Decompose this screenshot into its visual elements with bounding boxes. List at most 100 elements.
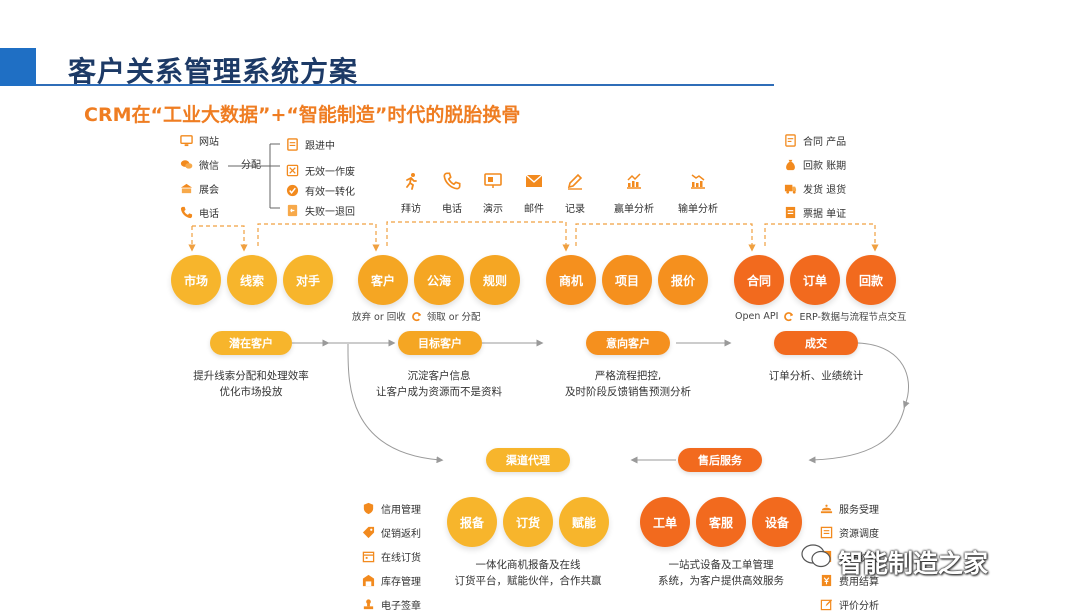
circle-payment: 回款 — [846, 255, 896, 305]
wechat-logo-icon — [800, 540, 832, 572]
pen-icon — [567, 173, 583, 190]
channel-list: 网站 微信 展会 电话 — [180, 128, 219, 224]
lead-state-list: 跟进中 无效一作废 有效一转化 失败一退回 — [286, 128, 355, 220]
chart-up-icon — [627, 173, 641, 189]
feature-e-signature: 电子签章 — [362, 592, 421, 616]
stage-target-customer: 目标客户 — [398, 331, 482, 355]
presentation-icon — [484, 173, 502, 188]
sales-tools: 拜访 电话 演示 邮件 记录 — [391, 172, 595, 215]
watermark-text: 智能制造之家 — [838, 549, 989, 578]
circle-competitor: 对手 — [283, 255, 333, 305]
stage-potential-desc: 提升线索分配和处理效率 优化市场投放 — [193, 370, 309, 398]
feature-settlement: 费用结算 — [820, 568, 879, 592]
circle-market: 市场 — [171, 255, 221, 305]
channel-website: 网站 — [180, 128, 219, 152]
stage-after-sales: 售后服务 — [678, 448, 762, 472]
document-icon — [785, 133, 796, 147]
circle-order: 订单 — [790, 255, 840, 305]
money-bag-icon — [786, 159, 795, 170]
circle-opportunity: 商机 — [546, 255, 596, 305]
circle-project: 项目 — [602, 255, 652, 305]
phone-icon — [180, 206, 193, 218]
invoice-icon — [785, 206, 796, 218]
circle-customer: 客户 — [358, 255, 408, 305]
channel-features: 信用管理 促销返利 在线订货 库存管理 电子签章 — [362, 496, 421, 616]
loss-analysis: 输单分析 — [676, 172, 720, 215]
bill-icon — [821, 574, 832, 586]
stage-deal-desc: 订单分析、业绩统计 — [768, 370, 864, 382]
tool-record: 记录 — [555, 172, 595, 215]
check-circle-icon — [286, 184, 299, 196]
circle-rules: 规则 — [470, 255, 520, 305]
lead-invalid: 无效一作废 — [286, 160, 355, 180]
tool-email: 邮件 — [514, 172, 554, 215]
list-icon — [820, 526, 833, 538]
refresh-icon — [784, 311, 794, 321]
circle-quote: 报价 — [658, 255, 708, 305]
order-shipping: 发货 退货 — [784, 176, 846, 200]
warehouse-icon — [362, 574, 375, 586]
return-icon — [287, 204, 298, 216]
deal-note: Open API ERP-数据与流程节点交互 — [735, 310, 907, 324]
title-underline — [36, 84, 774, 86]
stage-channel-agent: 渠道代理 — [486, 448, 570, 472]
channel-desc: 一体化商机报备及在线 订货平台，赋能伙伴，合作共赢 — [454, 559, 602, 587]
service-desk-icon — [820, 504, 833, 513]
tool-phone: 电话 — [432, 172, 472, 215]
circle-ordering: 订货 — [503, 497, 553, 547]
lead-following: 跟进中 — [286, 128, 355, 160]
circle-equipment: 设备 — [752, 497, 802, 547]
shield-icon — [363, 502, 374, 514]
circle-report: 报备 — [447, 497, 497, 547]
circle-enable: 赋能 — [559, 497, 609, 547]
order-invoice: 票据 单证 — [784, 200, 846, 224]
tool-visit: 拜访 — [391, 172, 431, 215]
service-desc: 一站式设备及工单管理 系统，为客户提供高效服务 — [658, 559, 784, 587]
invalid-icon — [286, 164, 299, 176]
circle-customer-service: 客服 — [696, 497, 746, 547]
feature-promotion: 促销返利 — [362, 520, 421, 544]
page-subtitle: CRM在“工业大数据”+“智能制造”时代的脱胎换骨 — [84, 104, 521, 126]
circle-work-order: 工单 — [640, 497, 690, 547]
stamp-icon — [363, 598, 374, 609]
exhibition-icon — [180, 183, 193, 193]
channel-phone: 电话 — [180, 200, 219, 224]
stage-deal: 成交 — [774, 331, 858, 355]
envelope-icon — [525, 174, 543, 187]
phone-icon — [443, 172, 461, 190]
order-contract: 合同 产品 — [784, 128, 846, 152]
win-analysis: 赢单分析 — [612, 172, 656, 215]
chart-down-icon — [691, 174, 705, 189]
clipboard-icon — [287, 137, 298, 151]
stage-intent-customer: 意向客户 — [586, 331, 670, 355]
refresh-icon — [411, 311, 421, 321]
stage-intent-desc: 严格流程把控, 及时阶段反馈销售预测分析 — [565, 370, 691, 398]
stage-target-desc: 沉淀客户信息 让客户成为资源而不是资料 — [376, 370, 502, 398]
lead-failed: 失败一退回 — [286, 200, 355, 220]
stage-potential-customer: 潜在客户 — [210, 331, 292, 355]
customer-note: 放弃 or 回收 领取 or 分配 — [352, 311, 481, 323]
page-title: 客户关系管理系统方案 — [68, 55, 359, 88]
deal-analysis: 赢单分析 输单分析 — [612, 172, 720, 215]
truck-icon — [784, 184, 797, 194]
calendar-icon — [362, 551, 375, 562]
channel-exhibition: 展会 — [180, 176, 219, 200]
order-payment: 回款 账期 — [784, 152, 846, 176]
circle-leads: 线索 — [227, 255, 277, 305]
channel-wechat: 微信 — [180, 152, 219, 176]
wechat-icon — [180, 159, 193, 169]
lead-valid: 有效一转化 — [286, 180, 355, 200]
tag-icon — [362, 526, 375, 538]
feature-inventory: 库存管理 — [362, 568, 421, 592]
feature-service-intake: 服务受理 — [820, 496, 879, 520]
tool-demo: 演示 — [473, 172, 513, 215]
feature-credit: 信用管理 — [362, 496, 421, 520]
assign-label: 分配 — [241, 160, 261, 171]
title-accent-bar — [0, 48, 36, 86]
order-features: 合同 产品 回款 账期 发货 退货 票据 单证 — [784, 128, 846, 224]
running-person-icon — [406, 173, 417, 190]
feature-resource-dispatch: 资源调度 — [820, 520, 879, 544]
monitor-icon — [180, 134, 193, 146]
edit-icon — [820, 598, 833, 610]
